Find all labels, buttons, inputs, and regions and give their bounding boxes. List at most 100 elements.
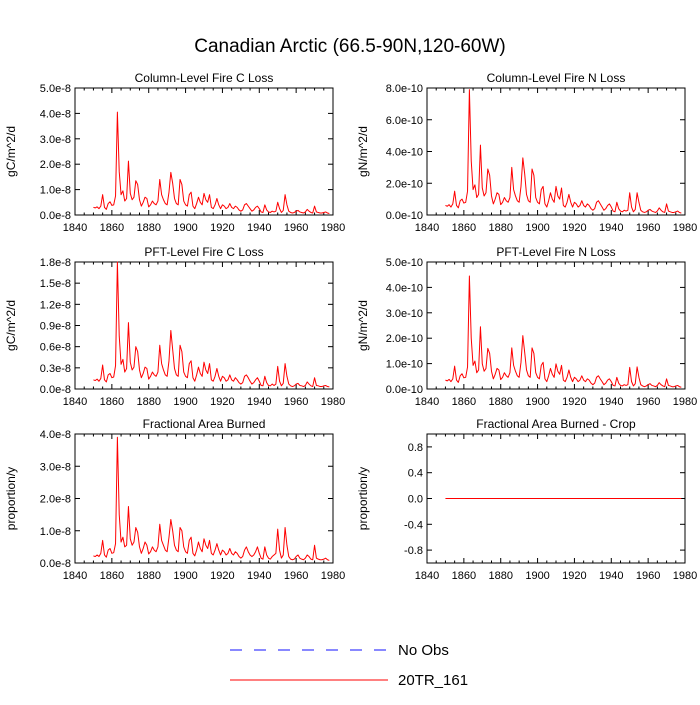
- y-tick-label: 1.5e-8: [40, 278, 71, 290]
- panel-3: PFT-Level Fire C Loss 1840 1860 1880 1900 192…: [4, 245, 345, 408]
- x-tick-label: 1940: [247, 396, 271, 408]
- x-tick-label: 1920: [562, 396, 586, 408]
- series-line-20TR_161: [445, 89, 682, 214]
- x-tick-label: 1920: [210, 222, 234, 234]
- y-axis-label: proportion/y: [4, 467, 18, 530]
- y-tick-label: 0.0e-8: [40, 210, 71, 222]
- y-tick-label: -0.4: [404, 519, 423, 531]
- y-tick-label: 3.0e-8: [40, 134, 71, 146]
- x-tick-label: 1960: [636, 222, 660, 234]
- plot-frame: [74, 261, 334, 390]
- y-tick-label: 0.0e-8: [40, 558, 71, 570]
- y-tick-label: 2.0e-10: [386, 333, 423, 345]
- y-tick-label: 1.2e-8: [40, 299, 71, 311]
- y-axis-label: gC/m^2/d: [4, 300, 18, 351]
- x-tick-label: 1940: [247, 570, 271, 582]
- x-tick-label: 1880: [488, 222, 512, 234]
- panel-4: PFT-Level Fire N Loss 1840 1860 1880 1900 192…: [356, 245, 697, 408]
- x-tick-label: 1960: [636, 570, 660, 582]
- x-tick-label: 1880: [136, 396, 160, 408]
- y-tick-label: 0.8: [408, 442, 423, 454]
- y-tick-label: 0.3e-8: [40, 363, 71, 375]
- series-line-20TR_161: [445, 275, 682, 388]
- panel-title: PFT-Level Fire N Loss: [496, 245, 615, 259]
- x-tick-label: 1880: [488, 570, 512, 582]
- x-tick-label: 1940: [599, 222, 623, 234]
- x-tick-label: 1840: [415, 570, 439, 582]
- x-tick-label: 1840: [63, 222, 87, 234]
- x-tick-label: 1920: [562, 570, 586, 582]
- x-tick-label: 1840: [63, 570, 87, 582]
- x-tick-label: 1980: [673, 222, 697, 234]
- y-tick-label: 1.0e-8: [40, 526, 71, 538]
- x-tick-label: 1860: [100, 570, 124, 582]
- panel-title: PFT-Level Fire C Loss: [144, 245, 263, 259]
- plot-frame: [426, 261, 686, 390]
- x-tick-label: 1900: [525, 222, 549, 234]
- y-tick-label: 1.0e-10: [386, 359, 423, 371]
- x-tick-label: 1900: [173, 222, 197, 234]
- x-tick-label: 1980: [321, 396, 345, 408]
- x-tick-label: 1980: [673, 396, 697, 408]
- y-tick-label: 2.0e-8: [40, 494, 71, 506]
- legend-label: 20TR_161: [398, 672, 468, 689]
- series-line-20TR_161: [93, 261, 330, 388]
- panel-title: Fractional Area Burned - Crop: [476, 417, 636, 431]
- x-tick-label: 1940: [599, 570, 623, 582]
- y-axis-label: gC/m^2/d: [4, 126, 18, 177]
- panel-title: Column-Level Fire N Loss: [487, 71, 626, 85]
- y-tick-label: 1.0e-8: [40, 185, 71, 197]
- series-line-20TR_161: [93, 111, 330, 214]
- series-line-20TR_161: [93, 436, 330, 561]
- x-tick-label: 1920: [562, 222, 586, 234]
- legend-label: No Obs: [398, 642, 449, 659]
- y-tick-label: 4.0e-10: [386, 282, 423, 294]
- y-axis-label: proportion/y: [356, 467, 370, 530]
- x-tick-label: 1860: [452, 396, 476, 408]
- x-tick-label: 1960: [636, 396, 660, 408]
- x-tick-label: 1960: [284, 570, 308, 582]
- y-tick-label: 0.0e-8: [40, 384, 71, 396]
- y-tick-label: 0.4: [408, 468, 423, 480]
- y-tick-label: 4.0e-8: [40, 108, 71, 120]
- y-tick-label: 0.6e-8: [40, 342, 71, 354]
- y-tick-label: 0.9e-8: [40, 321, 71, 333]
- x-tick-label: 1940: [247, 222, 271, 234]
- x-tick-label: 1860: [100, 396, 124, 408]
- x-tick-label: 1900: [173, 570, 197, 582]
- y-axis-label: gN/m^2/d: [356, 300, 370, 351]
- panel-title: Column-Level Fire C Loss: [135, 71, 274, 85]
- x-tick-label: 1860: [452, 222, 476, 234]
- y-tick-label: 5.0e-10: [386, 257, 423, 269]
- y-tick-label: 0.0e-10: [386, 210, 423, 222]
- x-tick-label: 1900: [525, 570, 549, 582]
- y-tick-label: -0.8: [404, 545, 423, 557]
- panel-6: Fractional Area Burned - Crop 1840 1860 188…: [356, 417, 697, 582]
- y-tick-label: 3.0e-10: [386, 308, 423, 320]
- x-tick-label: 1840: [415, 222, 439, 234]
- plot-frame: [74, 433, 334, 564]
- panel-5: Fractional Area Burned 1840 1860 1880 1900 19…: [4, 417, 345, 582]
- y-tick-label: 6.0e-10: [386, 115, 423, 127]
- x-tick-label: 1980: [321, 570, 345, 582]
- x-tick-label: 1880: [488, 396, 512, 408]
- main-title: Canadian Arctic (66.5-90N,120-60W): [194, 36, 506, 57]
- x-tick-label: 1980: [673, 570, 697, 582]
- x-tick-label: 1840: [415, 396, 439, 408]
- y-tick-label: 2.0e-10: [386, 178, 423, 190]
- y-tick-label: 4.0e-10: [386, 147, 423, 159]
- x-tick-label: 1860: [100, 222, 124, 234]
- panel-2: Column-Level Fire N Loss 1840 1860 1880 1900…: [356, 71, 697, 234]
- y-tick-label: 2.0e-8: [40, 159, 71, 171]
- x-tick-label: 1960: [284, 222, 308, 234]
- x-tick-label: 1880: [136, 570, 160, 582]
- plot-frame: [426, 87, 686, 216]
- y-tick-label: 3.0e-8: [40, 461, 71, 473]
- x-tick-label: 1880: [136, 222, 160, 234]
- x-tick-label: 1900: [173, 396, 197, 408]
- x-tick-label: 1940: [599, 396, 623, 408]
- x-tick-label: 1920: [210, 396, 234, 408]
- x-tick-label: 1840: [63, 396, 87, 408]
